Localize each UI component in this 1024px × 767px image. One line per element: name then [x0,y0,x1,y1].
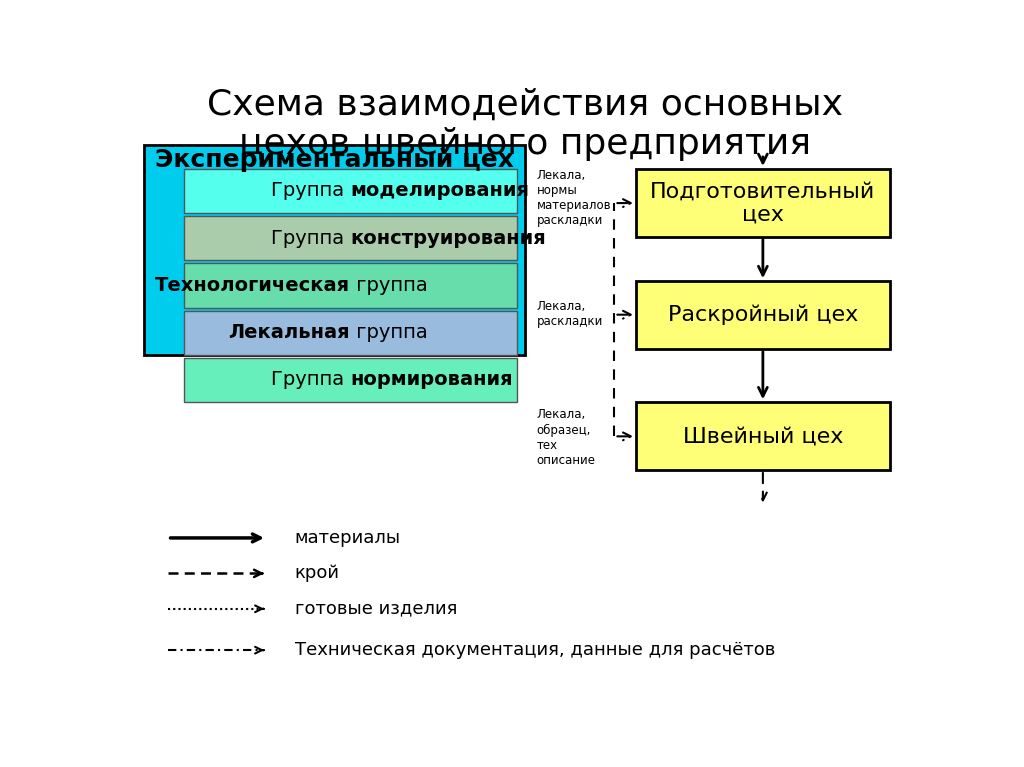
Text: Лекальная: Лекальная [228,323,350,342]
Text: Технологическая: Технологическая [155,276,350,295]
Text: Швейный цех: Швейный цех [683,426,843,446]
Text: группа: группа [350,323,428,342]
FancyBboxPatch shape [183,263,517,308]
FancyBboxPatch shape [183,216,517,260]
FancyBboxPatch shape [183,311,517,355]
Text: Схема взаимодействия основных
цехов швейного предприятия: Схема взаимодействия основных цехов швей… [207,88,843,161]
Text: Лекала,
нормы
материалов
раскладки: Лекала, нормы материалов раскладки [537,170,611,227]
Text: готовые изделия: готовые изделия [295,600,457,617]
Text: Группа: Группа [270,370,350,390]
Text: Раскройный цех: Раскройный цех [668,304,858,325]
FancyBboxPatch shape [636,281,890,349]
Text: Группа: Группа [270,182,350,200]
FancyBboxPatch shape [636,169,890,237]
FancyBboxPatch shape [143,145,524,355]
Text: Группа: Группа [270,229,350,248]
Text: Экспериментальный цех: Экспериментальный цех [155,148,514,172]
Text: группа: группа [350,276,428,295]
Text: Лекала,
образец,
тех
описание: Лекала, образец, тех описание [537,409,596,466]
Text: Техническая документация, данные для расчётов: Техническая документация, данные для рас… [295,641,775,659]
FancyBboxPatch shape [183,169,517,213]
Text: крой: крой [295,565,340,582]
FancyBboxPatch shape [183,357,517,402]
Text: моделирования: моделирования [350,182,529,200]
FancyBboxPatch shape [636,402,890,470]
Text: материалы: материалы [295,529,400,547]
Text: нормирования: нормирования [350,370,513,390]
Text: Лекала,
раскладки: Лекала, раскладки [537,299,603,328]
Text: конструирования: конструирования [350,229,546,248]
Text: Подготовительный
цех: Подготовительный цех [650,181,876,225]
